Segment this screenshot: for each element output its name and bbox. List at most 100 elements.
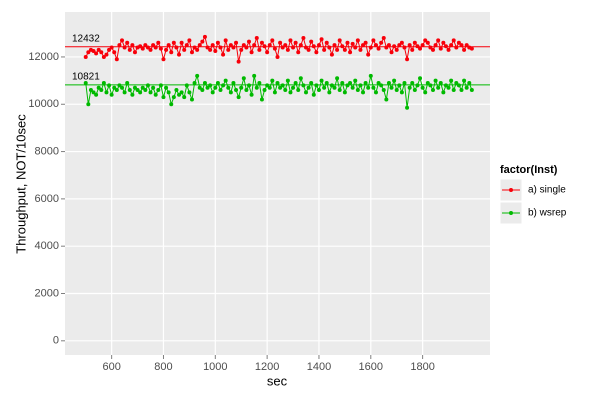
point [166,43,171,48]
point [327,90,332,95]
point [200,88,205,93]
point [329,52,334,57]
point [449,43,454,48]
point [293,40,298,45]
point [350,41,355,46]
point [423,38,428,43]
point [177,52,182,57]
point [208,47,213,52]
point [418,46,423,51]
point [164,47,169,52]
legend-label: a) single [528,185,566,196]
point [94,92,99,97]
y-tick-label: 10000 [28,98,59,110]
point [143,88,148,93]
point [125,40,130,45]
point [459,88,464,93]
point [130,92,135,97]
point [99,88,104,93]
point [197,85,202,90]
point [267,43,272,48]
point [151,85,156,90]
point [120,38,125,43]
point [441,40,446,45]
point [353,78,358,83]
point [410,80,415,85]
point [197,43,202,48]
point [252,43,257,48]
point [192,80,197,85]
point [195,73,200,78]
x-tick-label: 800 [154,361,172,373]
point [335,76,340,81]
point [112,85,117,90]
point [381,36,386,41]
point [99,50,104,55]
point [252,73,257,78]
point [257,47,262,52]
point [371,38,376,43]
point [298,76,303,81]
point [135,88,140,93]
point [83,80,88,85]
point [184,43,189,48]
point [259,40,264,45]
y-tick-label: 8000 [35,145,59,157]
point [140,85,145,90]
point [368,45,373,50]
y-tick-label: 4000 [35,240,59,252]
point [171,95,176,100]
point [120,85,125,90]
point [267,85,272,90]
x-tick-label: 600 [102,361,120,373]
point [394,88,399,93]
point [304,90,309,95]
point [389,50,394,55]
point [402,45,407,50]
x-tick-label: 1600 [359,361,383,373]
point [161,57,166,62]
point [446,47,451,52]
point [469,46,474,51]
point [278,40,283,45]
point [272,90,277,95]
point [153,45,158,50]
point [205,85,210,90]
point [358,47,363,52]
point [262,88,267,93]
point [288,38,293,43]
point [112,50,117,55]
point [311,92,316,97]
point [433,78,438,83]
point [402,80,407,85]
point [324,40,329,45]
legend-title: factor(Inst) [500,164,558,176]
point [454,45,459,50]
point [88,88,93,93]
point [322,85,327,90]
point [153,92,158,97]
point [291,45,296,50]
point [218,45,223,50]
point [319,78,324,83]
point [381,88,386,93]
point [451,88,456,93]
point [436,38,441,43]
point [371,85,376,90]
point [254,36,259,41]
point [464,85,469,90]
point [324,80,329,85]
point [169,50,174,55]
point [117,43,122,48]
point [270,38,275,43]
point [275,80,280,85]
point [223,78,228,83]
point [412,88,417,93]
point [107,47,112,52]
point [241,76,246,81]
point [104,52,109,57]
point [231,80,236,85]
point [469,88,474,93]
point [114,88,119,93]
point [433,43,438,48]
